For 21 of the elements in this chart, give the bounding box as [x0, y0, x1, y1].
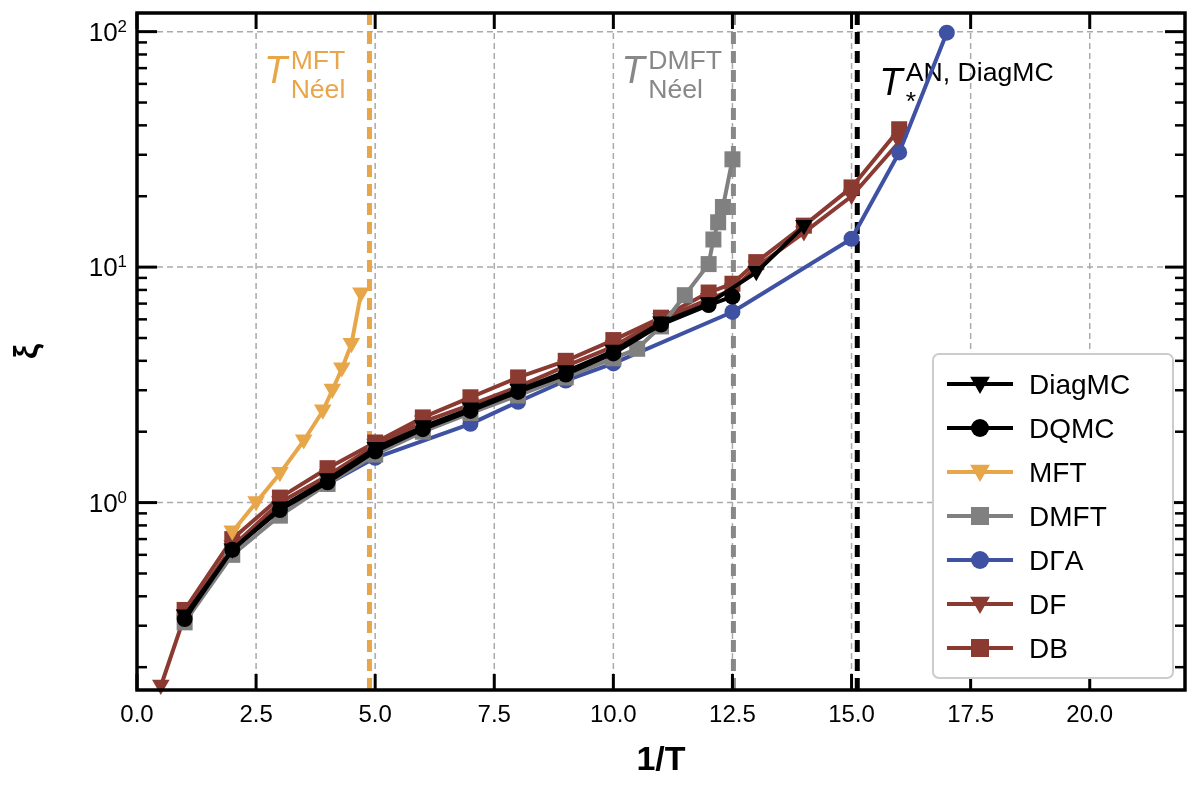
x-tick-label: 15.0: [828, 700, 875, 727]
y-tick-label: 10$^{0}$: [88, 487, 127, 518]
legend-label: DMFT: [1029, 501, 1107, 532]
x-tick-label: 5.0: [358, 700, 392, 727]
legend-label: DQMC: [1029, 413, 1115, 444]
y-tick-label: 10$^{1}$: [88, 251, 127, 283]
x-tick-label: 12.5: [709, 700, 756, 727]
x-tick-label: 2.5: [239, 700, 273, 727]
x-tick-label: 7.5: [477, 700, 511, 727]
y-tick-label: 10$^{2}$: [88, 16, 127, 47]
legend-label: DB: [1029, 633, 1068, 664]
legend-label: DΓA: [1029, 545, 1084, 576]
x-tick-label: 17.5: [947, 700, 994, 727]
x-axis-title: 1/T: [636, 739, 686, 777]
x-tick-label: 0.0: [120, 700, 154, 727]
x-tick-label: 20.0: [1066, 700, 1114, 727]
legend-label: DiagMC: [1029, 369, 1131, 400]
y-axis-title: ξ: [6, 343, 44, 360]
x-tick-label: 10.0: [590, 700, 637, 727]
legend-label: DF: [1029, 589, 1067, 620]
legend-label: MFT: [1029, 457, 1087, 488]
